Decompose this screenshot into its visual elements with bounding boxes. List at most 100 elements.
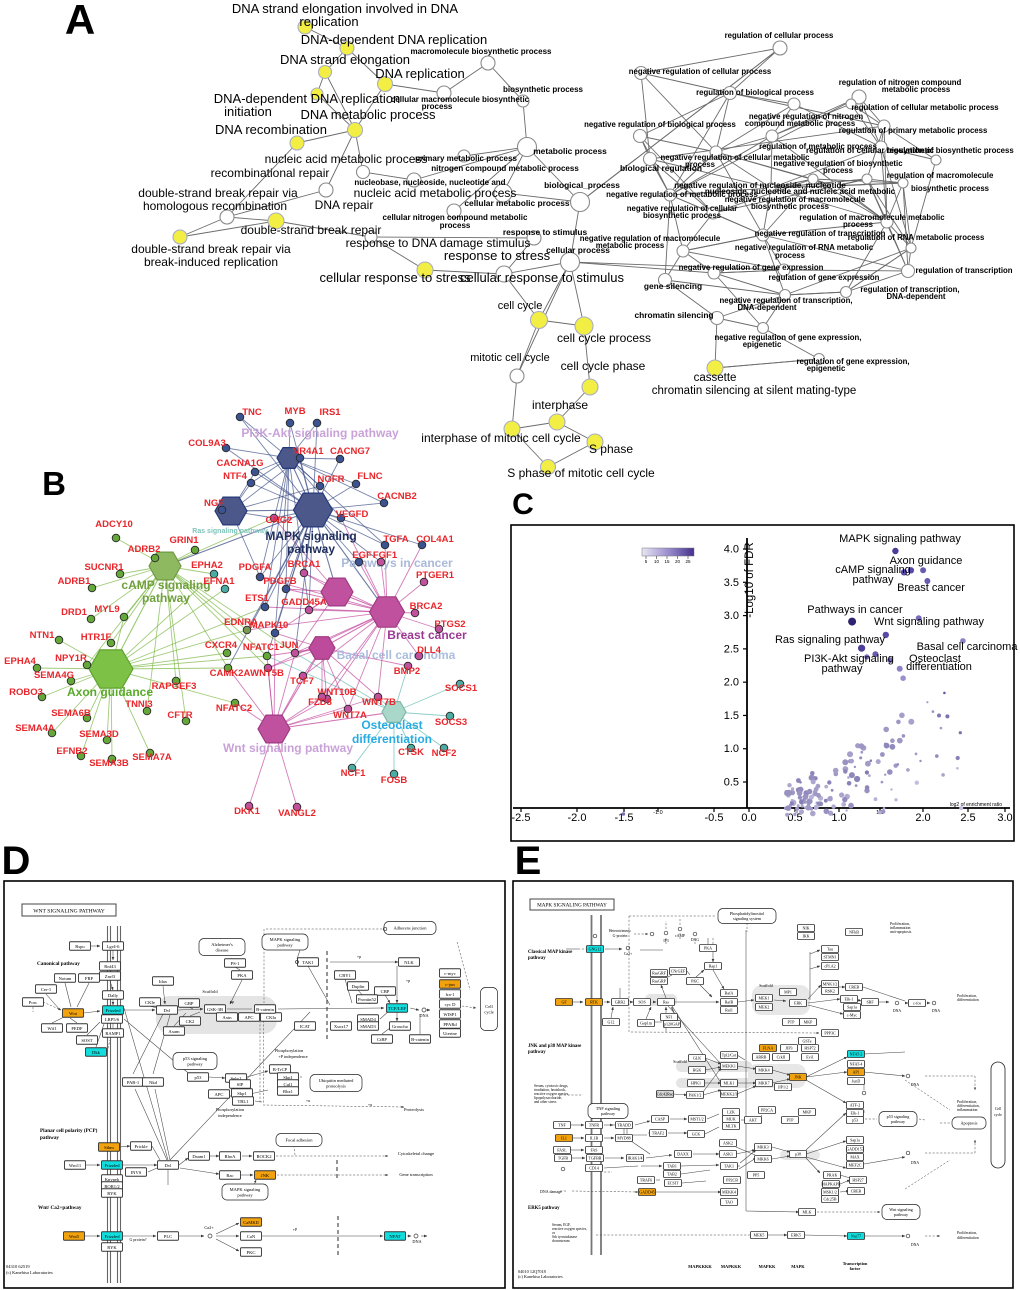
svg-text:GADD45: GADD45 bbox=[639, 1190, 655, 1195]
svg-text:DNA: DNA bbox=[932, 1009, 940, 1013]
svg-text:MSK1/2: MSK1/2 bbox=[823, 1190, 837, 1195]
svg-text:CTSK: CTSK bbox=[398, 747, 424, 758]
svg-text:cycle: cycle bbox=[484, 1010, 494, 1015]
svg-text:replication: replication bbox=[299, 14, 358, 29]
svg-text:TAB1: TAB1 bbox=[667, 1164, 677, 1169]
svg-text:EFNA1: EFNA1 bbox=[203, 576, 235, 587]
svg-text:CASP: CASP bbox=[655, 1117, 666, 1122]
svg-text:20: 20 bbox=[675, 559, 681, 564]
svg-text:c-fos: c-fos bbox=[913, 1001, 921, 1006]
svg-text:regulation of cellular process: regulation of cellular process bbox=[725, 31, 834, 40]
svg-text:NFkB: NFkB bbox=[849, 930, 859, 935]
svg-text:FLNA: FLNA bbox=[763, 1046, 774, 1051]
svg-text:regulation of gene expression: regulation of gene expression bbox=[769, 273, 880, 282]
svg-text:TAB2: TAB2 bbox=[667, 1172, 677, 1177]
svg-text:PPP3C: PPP3C bbox=[824, 1031, 836, 1036]
svg-text:MAPK10: MAPK10 bbox=[250, 620, 289, 631]
svg-text:TAO: TAO bbox=[725, 1200, 733, 1205]
svg-text:FAS: FAS bbox=[590, 1148, 597, 1153]
svg-text:double-strand break repair via: double-strand break repair via bbox=[131, 242, 291, 256]
svg-text:RYK: RYK bbox=[107, 1191, 117, 1196]
svg-text:B: B bbox=[42, 465, 66, 502]
svg-text:GF: GF bbox=[561, 1000, 567, 1005]
svg-text:MKK6: MKK6 bbox=[757, 1157, 768, 1162]
svg-text:TAK1: TAK1 bbox=[724, 1164, 734, 1169]
svg-text:Axon guidance: Axon guidance bbox=[890, 555, 963, 567]
svg-text:25: 25 bbox=[685, 559, 691, 564]
svg-text:Cell: Cell bbox=[485, 1004, 493, 1009]
svg-text:ERK5 pathway: ERK5 pathway bbox=[528, 1206, 560, 1211]
svg-text:+P: +P bbox=[230, 1000, 235, 1005]
svg-text:ROBO3: ROBO3 bbox=[9, 687, 43, 698]
svg-text:negative regulation of biologi: negative regulation of biological proces… bbox=[584, 120, 736, 129]
svg-text:negative regulation of RNA met: negative regulation of RNA metabolic bbox=[735, 243, 874, 252]
svg-text:c-myc: c-myc bbox=[444, 971, 455, 976]
svg-text:MAPK signaling pathway: MAPK signaling pathway bbox=[839, 533, 961, 545]
svg-text:NGF: NGF bbox=[204, 498, 224, 509]
svg-text:process: process bbox=[685, 160, 716, 169]
svg-text:cellular metabolic process: cellular metabolic process bbox=[464, 198, 570, 208]
svg-text:negative regulation of gene ex: negative regulation of gene expression, bbox=[715, 333, 862, 342]
svg-text:anti-apoptosis: anti-apoptosis bbox=[890, 930, 912, 934]
svg-text:GADD45A: GADD45A bbox=[281, 597, 327, 608]
svg-text:Idax: Idax bbox=[159, 979, 168, 984]
svg-text:S phase: S phase bbox=[589, 442, 633, 456]
svg-text:cycle: cycle bbox=[994, 1113, 1002, 1117]
svg-text:Cul1: Cul1 bbox=[284, 1082, 294, 1087]
svg-text:RAPGEF3: RAPGEF3 bbox=[152, 681, 197, 692]
svg-text:04310 62519: 04310 62519 bbox=[6, 1264, 30, 1269]
svg-text:B-TrCP: B-TrCP bbox=[273, 1067, 288, 1072]
svg-text:-1.5: -1.5 bbox=[615, 812, 634, 824]
svg-text:regulation of metabolic proces: regulation of metabolic process bbox=[759, 142, 878, 151]
svg-text:GCK: GCK bbox=[692, 1132, 701, 1137]
svg-text:-2.0: -2.0 bbox=[568, 812, 587, 824]
svg-text:DRD1: DRD1 bbox=[61, 607, 88, 618]
svg-text:CtBP: CtBP bbox=[377, 1037, 387, 1042]
svg-text:NIK: NIK bbox=[802, 926, 809, 931]
svg-text:Sap1a: Sap1a bbox=[850, 1138, 860, 1143]
svg-text:MYL9: MYL9 bbox=[94, 604, 119, 615]
svg-text:CREB: CREB bbox=[849, 985, 860, 990]
svg-text:process: process bbox=[775, 251, 806, 260]
svg-text:HTR1F: HTR1F bbox=[81, 632, 112, 643]
svg-text:5: 5 bbox=[645, 559, 648, 564]
svg-text:COL4A1: COL4A1 bbox=[416, 534, 454, 545]
svg-text:+p: +p bbox=[357, 954, 361, 959]
svg-text:RafB: RafB bbox=[725, 1000, 734, 1005]
svg-text:Apoptosis: Apoptosis bbox=[961, 1121, 978, 1126]
svg-text:negative regulation of macromo: negative regulation of macromolecule bbox=[725, 195, 866, 204]
svg-text:-Log10 of FDR: -Log10 of FDR bbox=[744, 542, 756, 617]
svg-text:3.0: 3.0 bbox=[724, 610, 739, 622]
svg-text:p38: p38 bbox=[795, 1152, 801, 1157]
svg-text:4.0: 4.0 bbox=[724, 544, 739, 556]
svg-text:chromatin silencing at silent: chromatin silencing at silent mating-typ… bbox=[652, 385, 857, 397]
svg-text:negative regulation of transcr: negative regulation of transcription bbox=[755, 229, 886, 238]
svg-text:10: 10 bbox=[654, 559, 660, 564]
svg-text:Phosphorylation: Phosphorylation bbox=[216, 1107, 245, 1112]
svg-text:CD14: CD14 bbox=[589, 1166, 599, 1171]
svg-text:MAPKKK: MAPKKK bbox=[721, 1264, 742, 1269]
svg-text:ARRB: ARRB bbox=[756, 1055, 767, 1060]
svg-text:MP1: MP1 bbox=[784, 990, 792, 995]
svg-text:Scaffold: Scaffold bbox=[759, 983, 772, 988]
svg-text:NFAT: NFAT bbox=[389, 1234, 400, 1239]
svg-text:MEF2C: MEF2C bbox=[849, 1163, 862, 1168]
svg-text:PTGER1: PTGER1 bbox=[416, 570, 455, 581]
svg-text:Phosphorylation: Phosphorylation bbox=[275, 1048, 304, 1053]
svg-text:NGFR: NGFR bbox=[318, 474, 345, 485]
svg-text:B-catenin: B-catenin bbox=[256, 1007, 275, 1012]
svg-text:cellular response to stress: cellular response to stress bbox=[319, 270, 471, 285]
svg-text:RAMP1: RAMP1 bbox=[105, 1031, 121, 1036]
svg-text:SEMA6B: SEMA6B bbox=[51, 708, 91, 719]
svg-text:homologous recombination: homologous recombination bbox=[143, 199, 287, 213]
svg-text:Axin: Axin bbox=[222, 1015, 232, 1020]
svg-text:PAR-1: PAR-1 bbox=[127, 1080, 140, 1085]
svg-text:SMAD4: SMAD4 bbox=[360, 1017, 376, 1022]
svg-text:Groucho: Groucho bbox=[392, 1024, 409, 1029]
svg-text:Gap1m: Gap1m bbox=[640, 1021, 653, 1026]
svg-text:pathway: pathway bbox=[891, 1119, 906, 1124]
svg-text:GRB2: GRB2 bbox=[615, 1000, 625, 1005]
svg-text:differentiation,: differentiation, bbox=[957, 1104, 980, 1109]
svg-text:HSP27: HSP27 bbox=[852, 1178, 863, 1183]
svg-text:Adherens junction: Adherens junction bbox=[393, 926, 427, 931]
